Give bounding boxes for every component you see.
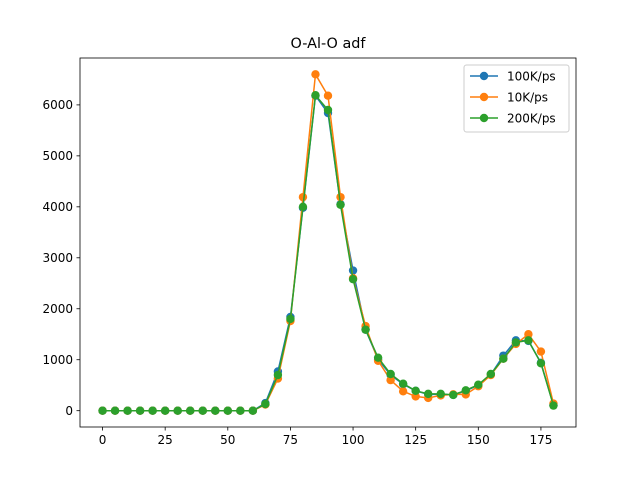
data-point — [273, 370, 283, 380]
data-point — [211, 406, 220, 415]
data-point — [486, 369, 496, 379]
data-point — [223, 406, 232, 415]
data-point — [311, 70, 320, 79]
data-point — [198, 406, 207, 415]
data-point — [286, 314, 295, 324]
y-tick-label: 0 — [65, 404, 73, 418]
data-point — [110, 406, 120, 415]
data-point — [348, 274, 358, 284]
legend-box — [463, 64, 570, 133]
data-point — [361, 325, 370, 334]
legend-label: 10K/ps — [507, 91, 548, 105]
x-tick-label: 100 — [342, 433, 365, 447]
data-point — [186, 406, 195, 415]
data-point — [298, 202, 308, 212]
data-point — [398, 387, 408, 396]
legend-marker — [479, 71, 489, 81]
data-point — [536, 347, 546, 356]
data-point — [236, 406, 245, 415]
data-point — [248, 406, 258, 415]
y-tick-label: 2000 — [42, 302, 73, 316]
data-point — [336, 200, 345, 209]
data-point — [173, 406, 182, 415]
data-point — [336, 192, 345, 202]
data-point — [323, 91, 333, 100]
data-point — [398, 379, 408, 388]
x-tick-label: 0 — [99, 433, 107, 447]
data-point — [474, 380, 483, 389]
y-tick-label: 5000 — [42, 149, 73, 163]
axes-frame — [79, 57, 577, 428]
data-point — [411, 386, 420, 396]
legend-label: 200K/ps — [507, 112, 556, 126]
x-tick-label: 75 — [283, 433, 298, 447]
data-point — [386, 369, 395, 379]
data-point — [461, 386, 470, 395]
data-point — [549, 401, 558, 410]
data-point — [98, 406, 107, 415]
data-point — [511, 338, 521, 347]
data-point — [424, 389, 433, 399]
data-point — [261, 399, 270, 409]
y-tick-label: 1000 — [42, 353, 73, 367]
data-point — [386, 375, 395, 385]
x-tick-label: 150 — [467, 433, 490, 447]
legend-marker — [479, 113, 489, 123]
data-point — [524, 330, 533, 339]
legend-marker — [479, 92, 489, 102]
data-point — [148, 406, 157, 415]
chart-title: O-Al-O adf — [291, 36, 367, 52]
data-point — [160, 406, 170, 415]
x-tick-label: 175 — [529, 433, 552, 447]
data-point — [135, 406, 145, 415]
legend-label: 100K/ps — [507, 70, 556, 84]
data-point — [499, 354, 508, 363]
data-point — [524, 336, 533, 345]
data-point — [436, 389, 445, 399]
data-point — [311, 91, 320, 100]
plot-area: 0 25 50 75 100 125 150 175 0 1000 2000 3000 4000 5000… — [42, 70, 558, 447]
y-tick-label: 3000 — [42, 251, 73, 265]
x-tick-label: 25 — [158, 433, 173, 447]
x-tick-label: 125 — [404, 433, 427, 447]
data-point — [536, 359, 546, 368]
legend: 100K/ps 10K/ps 200K/ps — [463, 64, 570, 133]
y-tick-label: 6000 — [42, 98, 73, 112]
data-point — [323, 105, 333, 115]
y-tick-label: 4000 — [42, 200, 73, 214]
x-tick-label: 50 — [220, 433, 235, 447]
data-point — [373, 353, 383, 362]
series-200k-ps — [98, 91, 558, 415]
data-point — [298, 192, 308, 202]
data-point — [449, 390, 458, 400]
data-point — [123, 406, 132, 415]
